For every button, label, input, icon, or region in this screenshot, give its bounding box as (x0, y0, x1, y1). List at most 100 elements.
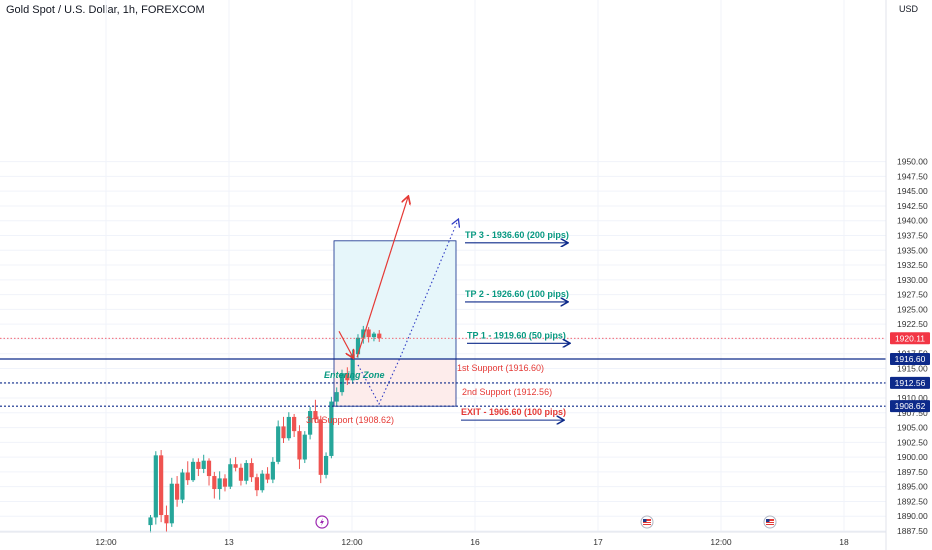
time-tick-label: 12:00 (710, 537, 732, 547)
candle-body (201, 460, 206, 469)
price-tick-label: 1907.50 (897, 408, 928, 418)
candle-body (212, 476, 217, 490)
price-tick-label: 1892.50 (897, 496, 928, 506)
candle-body (217, 478, 222, 490)
candle-body (270, 461, 275, 480)
candle-body (206, 460, 212, 477)
candle-body (286, 416, 291, 439)
price-tick-label: 1902.50 (897, 437, 928, 447)
price-tick-label: 1910.00 (897, 393, 928, 403)
candle-body (339, 373, 345, 393)
price-tick-label: 1905.00 (897, 423, 928, 433)
candle-body (190, 461, 196, 481)
support-price-tag-text: 1912.56 (895, 378, 926, 388)
time-axis[interactable]: 1212:001312:00161712:001812:001912:00201… (0, 531, 932, 547)
candle-body (323, 455, 329, 475)
target-label: EXIT - 1906.60 (100 pips) (461, 407, 566, 417)
candle-body (159, 455, 164, 516)
candle-body (318, 419, 323, 475)
candle-body (334, 392, 339, 402)
candle-body (377, 333, 382, 339)
candle-body (313, 411, 318, 420)
time-tick-label: 18 (839, 537, 849, 547)
candle-body (148, 517, 153, 526)
bolt-event-icon-glyph (320, 518, 324, 526)
candle-body (175, 483, 180, 500)
price-tick-label: 1937.50 (897, 231, 928, 241)
price-tick-label: 1897.50 (897, 467, 928, 477)
current-price-tag (890, 332, 930, 345)
time-tick-label: 12:00 (341, 537, 363, 547)
target-zone (333, 240, 457, 360)
us-flag-event-icon-stripe (643, 523, 651, 524)
price-tick-label: 1945.00 (897, 186, 928, 196)
us-flag-event-icon-stripe (766, 523, 774, 524)
candle-body (244, 463, 249, 481)
price-tick-label: 1950.00 (897, 157, 928, 167)
candle-body (185, 472, 190, 481)
candle-body (254, 477, 259, 491)
support-price-tag-text: 1908.62 (895, 401, 926, 411)
annotations: 1st Support (1916.60) 2nd Support (1912.5… (306, 197, 569, 425)
candle-body (265, 473, 270, 480)
chart-title: Gold Spot / U.S. Dollar, 1h, FOREXCOM (6, 4, 205, 16)
price-tick-label: 1927.50 (897, 290, 928, 300)
candle-body (233, 464, 238, 468)
candle-body (222, 478, 228, 487)
price-tick-label: 1935.00 (897, 245, 928, 255)
price-tick-label: 1922.50 (897, 319, 928, 329)
grid-lines (0, 0, 886, 532)
support-price-tag (890, 353, 930, 366)
time-tick-label: 17 (593, 537, 603, 547)
entering-zone-label: Entering Zone (324, 370, 385, 380)
us-flag-event-icon-canton (766, 519, 770, 522)
price-tick-label: 1947.50 (897, 171, 928, 181)
support-price-tag (890, 400, 930, 413)
price-tick-label: 1900.00 (897, 452, 928, 462)
rally-arrow (356, 197, 408, 358)
candle-body (371, 333, 377, 338)
candle-body (329, 401, 334, 456)
support-price-tag (890, 376, 930, 389)
candle-body (366, 329, 371, 338)
candle-body (302, 434, 307, 460)
entry-arrow (338, 330, 353, 357)
candle-body (238, 467, 244, 481)
time-tick-label: 13 (224, 537, 234, 547)
us-flag-event-icon-stripe (643, 521, 651, 522)
time-tick-label: 16 (470, 537, 480, 547)
target-label: TP 3 - 1936.60 (200 pips) (465, 230, 569, 240)
target-label: TP 1 - 1919.60 (50 pips) (467, 330, 566, 340)
candle-body (169, 483, 174, 524)
candle-body (228, 464, 233, 487)
candle-body (180, 472, 185, 500)
price-tick-label: 1940.00 (897, 216, 928, 226)
support-price-tag-text: 1916.60 (895, 354, 926, 364)
candle-body (281, 426, 286, 439)
price-tick-label: 1942.50 (897, 201, 928, 211)
support-label: 3rd Support (1908.62) (306, 415, 394, 425)
candle-body (276, 426, 281, 462)
candle-body (308, 411, 313, 435)
candle-body (249, 463, 254, 478)
candle-body (355, 337, 361, 355)
us-flag-event-icon-stripe (766, 521, 774, 522)
price-tick-label: 1890.00 (897, 511, 928, 521)
candle-body (196, 461, 201, 469)
price-axis[interactable]: 1950.00 1947.50 1945.00 1942.50 1940.00 1937.… (885, 0, 930, 550)
us-flag-event-icon-canton (643, 519, 647, 522)
event-markers[interactable] (315, 515, 777, 529)
price-tick-label: 1887.50 (897, 526, 928, 536)
price-tick-label: 1895.00 (897, 482, 928, 492)
price-tick-label: 1925.00 (897, 304, 928, 314)
candle-body (350, 354, 355, 381)
price-tick-label: 1915.00 (897, 363, 928, 373)
candle-body (345, 373, 350, 381)
current-price-tag-text: 1920.11 (895, 333, 925, 343)
candle-body (164, 515, 169, 524)
support-levels (0, 337, 886, 407)
price-tick-label: 1930.00 (897, 275, 928, 285)
candle-body (292, 416, 297, 432)
candle-body (153, 455, 158, 518)
